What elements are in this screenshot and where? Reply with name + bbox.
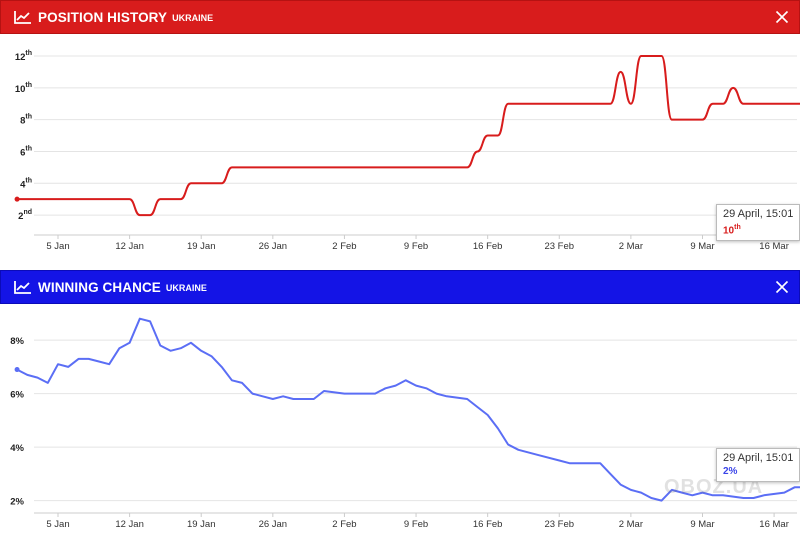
tooltip-value-number: 10: [723, 225, 735, 237]
x-tick-label: 5 Jan: [46, 519, 69, 530]
x-tick-label: 2 Feb: [332, 241, 356, 252]
winning-chance-plot: 2% 4% 6% 8% 5 Jan 12 Jan 19 Jan 26 Jan 2 Feb 9 Fe…: [10, 317, 800, 530]
x-tick-label: 23 Feb: [544, 519, 574, 530]
trend-chart-icon: [14, 281, 31, 294]
start-point: [14, 367, 20, 373]
x-tick-label: 9 Mar: [690, 241, 714, 252]
x-tick-label: 16 Feb: [473, 519, 503, 530]
tooltip-value: 10th: [723, 221, 793, 237]
position-history-header: POSITION HISTORY UKRAINE: [0, 0, 800, 34]
panel-title: POSITION HISTORY: [38, 9, 168, 25]
tooltip-date: 29 April, 15:01: [723, 452, 794, 464]
x-tick-label: 23 Feb: [544, 241, 574, 252]
tooltip-date: 29 April, 15:01: [723, 208, 794, 220]
x-tick-label: 2 Feb: [332, 519, 356, 530]
winning-chance-chart: 2% 4% 6% 8% 5 Jan 12 Jan 19 Jan 26 Jan 2 Feb 9 Fe…: [0, 304, 800, 539]
tooltip-value-suffix: th: [734, 224, 741, 231]
panel-subtitle: UKRAINE: [165, 283, 207, 293]
x-tick-label: 2 Mar: [619, 519, 643, 530]
y-tick-label: 4%: [10, 443, 24, 454]
start-point: [14, 196, 20, 202]
x-tick-label: 16 Feb: [473, 241, 503, 252]
series-line: [16, 317, 800, 502]
x-tick-label: 26 Jan: [259, 519, 288, 530]
y-tick-label: 12th: [15, 50, 32, 63]
winning-chance-header: WINNING CHANCE UKRAINE: [0, 270, 800, 304]
y-tick-label: 10th: [15, 82, 32, 95]
close-icon[interactable]: [775, 280, 789, 294]
close-icon[interactable]: [775, 10, 789, 24]
x-tick-label: 16 Mar: [759, 241, 789, 252]
y-tick-label: 4th: [20, 177, 32, 190]
panel-subtitle: UKRAINE: [172, 13, 214, 23]
y-tick-label: 6th: [20, 145, 32, 158]
y-tick-label: 8th: [20, 114, 32, 127]
y-tick-label: 2nd: [18, 209, 32, 222]
x-tick-label: 12 Jan: [115, 241, 144, 252]
x-tick-label: 26 Jan: [259, 241, 288, 252]
position-history-plot: 2nd 4th 6th 8th 10th 12th 5 Jan 12 Jan 19 Jan 26 …: [14, 50, 800, 252]
x-tick-label: 5 Jan: [46, 241, 69, 252]
position-tooltip: 29 April, 15:01 10th: [716, 204, 800, 242]
series-line: [17, 55, 800, 217]
tooltip-value: 2%: [723, 466, 738, 477]
x-tick-label: 19 Jan: [187, 519, 216, 530]
y-tick-label: 6%: [10, 390, 24, 401]
y-tick-label: 8%: [10, 336, 24, 347]
panel-title: WINNING CHANCE: [38, 279, 161, 295]
y-tick-label: 2%: [10, 497, 24, 508]
position-history-chart: 2nd 4th 6th 8th 10th 12th 5 Jan 12 Jan 19 Jan 26 …: [0, 34, 800, 270]
trend-chart-icon: [14, 11, 31, 24]
chance-tooltip: 29 April, 15:01 2%: [716, 448, 800, 482]
x-tick-label: 16 Mar: [759, 519, 789, 530]
x-tick-label: 9 Mar: [690, 519, 714, 530]
x-tick-label: 9 Feb: [404, 241, 428, 252]
x-tick-label: 2 Mar: [619, 241, 643, 252]
x-tick-label: 12 Jan: [115, 519, 144, 530]
x-tick-label: 19 Jan: [187, 241, 216, 252]
x-tick-label: 9 Feb: [404, 519, 428, 530]
